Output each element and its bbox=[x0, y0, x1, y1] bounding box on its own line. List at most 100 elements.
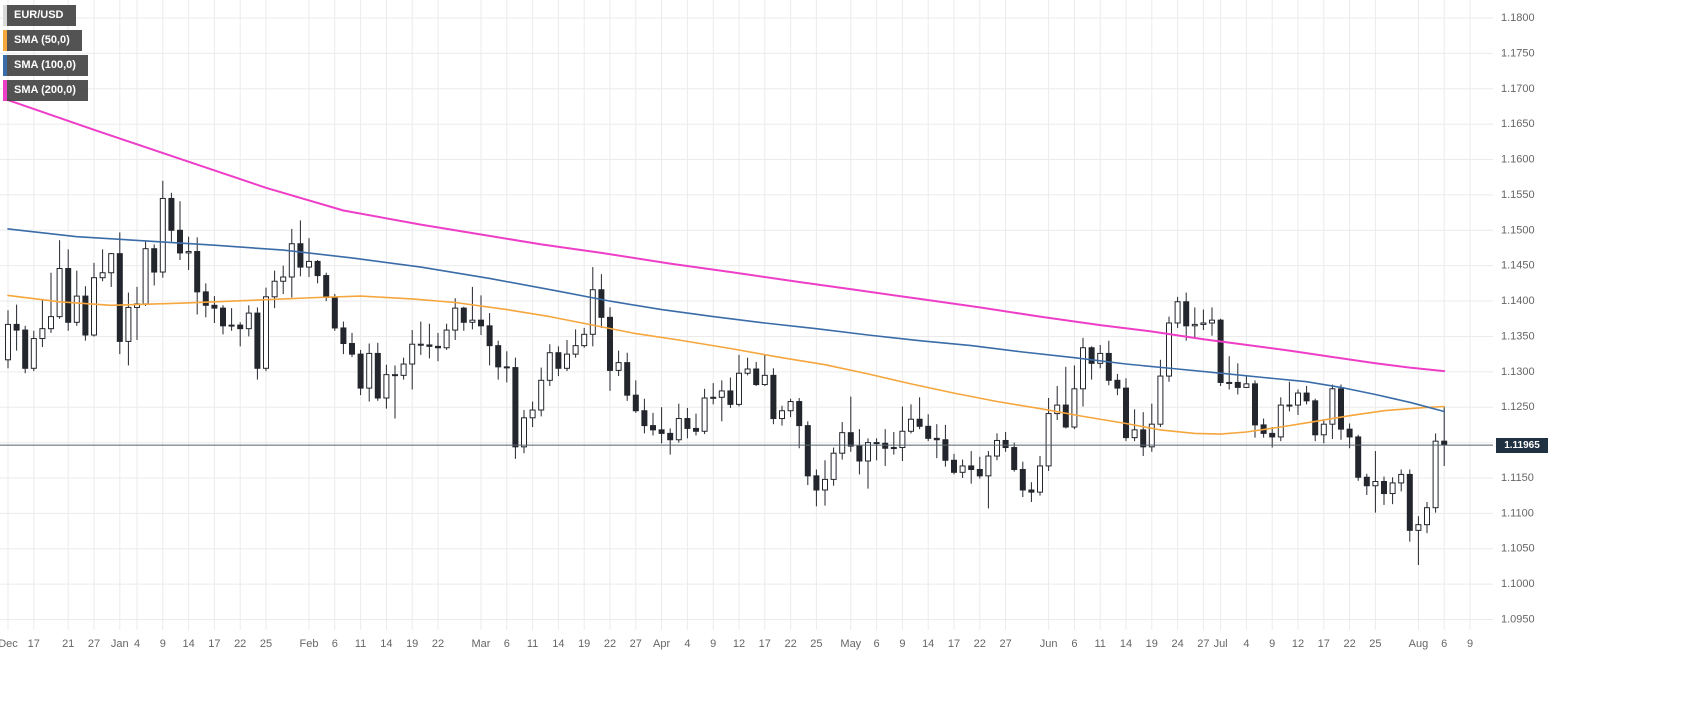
candle bbox=[1140, 429, 1147, 448]
candle bbox=[383, 374, 390, 399]
candle bbox=[22, 329, 29, 369]
candle bbox=[529, 409, 536, 419]
candle bbox=[787, 401, 794, 412]
time-axis-label: 4 bbox=[134, 638, 140, 650]
sma50-legend-label: SMA (50,0) bbox=[14, 34, 70, 46]
candle bbox=[357, 353, 364, 389]
candle bbox=[1286, 404, 1293, 407]
candle bbox=[280, 276, 287, 282]
time-axis-label: 19 bbox=[406, 638, 418, 650]
sma100-series-swatch bbox=[3, 55, 7, 76]
candle bbox=[959, 465, 966, 473]
candle bbox=[237, 324, 244, 330]
candle bbox=[116, 253, 123, 342]
candle bbox=[306, 260, 312, 268]
candle bbox=[813, 475, 820, 491]
candle bbox=[1277, 404, 1284, 438]
sma-200-line bbox=[7, 99, 1446, 373]
candle bbox=[1028, 489, 1035, 493]
candle bbox=[228, 324, 235, 327]
price-axis-label: 1.1150 bbox=[1501, 472, 1534, 484]
sma100-legend-badge[interactable]: SMA (100,0) bbox=[3, 55, 88, 76]
time-axis-label: Jun bbox=[1040, 638, 1058, 650]
time-axis-label: Feb bbox=[300, 638, 319, 650]
time-axis-label: 17 bbox=[1318, 638, 1330, 650]
time-axis-label: 9 bbox=[710, 638, 716, 650]
candle bbox=[916, 418, 923, 427]
time-axis-label: 17 bbox=[28, 638, 40, 650]
time-axis-label: 17 bbox=[208, 638, 220, 650]
candle bbox=[1320, 423, 1327, 436]
time-axis-label: 9 bbox=[1269, 638, 1275, 650]
time-axis-label: 19 bbox=[578, 638, 590, 650]
candle bbox=[503, 366, 510, 369]
candle bbox=[30, 338, 37, 369]
candle bbox=[452, 307, 459, 331]
candle bbox=[1123, 387, 1129, 439]
price-axis-label: 1.1600 bbox=[1501, 154, 1535, 166]
time-axis-label: Jan bbox=[111, 638, 129, 650]
time-axis-label: 14 bbox=[922, 638, 934, 650]
candle bbox=[73, 295, 80, 323]
candle bbox=[1200, 322, 1207, 325]
candle bbox=[1157, 375, 1164, 425]
sma-50-line bbox=[7, 294, 1445, 435]
candle bbox=[1338, 388, 1344, 430]
sma200-legend-badge[interactable]: SMA (200,0) bbox=[3, 80, 88, 101]
sma50-legend-badge[interactable]: SMA (50,0) bbox=[3, 30, 82, 51]
time-axis-label: 17 bbox=[948, 638, 960, 650]
price-axis-label: 1.1700 bbox=[1501, 83, 1535, 95]
time-axis-label: 27 bbox=[1197, 638, 1209, 650]
candle bbox=[374, 352, 381, 399]
candle bbox=[99, 272, 106, 279]
price-axis-label: 1.1050 bbox=[1501, 543, 1535, 555]
candle bbox=[211, 304, 218, 309]
candle bbox=[546, 352, 553, 381]
candle bbox=[1097, 352, 1104, 364]
candle bbox=[1234, 381, 1241, 388]
time-axis-label: 22 bbox=[432, 638, 444, 650]
candle bbox=[108, 253, 115, 274]
candle bbox=[314, 260, 321, 277]
candle bbox=[736, 372, 742, 405]
candle bbox=[908, 418, 914, 432]
sma200-series-swatch bbox=[3, 80, 7, 101]
symbol-legend-badge[interactable]: EUR/USD bbox=[3, 5, 76, 26]
candle bbox=[82, 295, 89, 336]
candle bbox=[839, 432, 846, 454]
candle bbox=[624, 362, 631, 396]
time-axis-label: 6 bbox=[504, 638, 510, 650]
candle bbox=[1080, 347, 1086, 390]
candle bbox=[245, 312, 252, 330]
time-axis-label: May bbox=[840, 638, 861, 650]
candle bbox=[1183, 301, 1190, 327]
candle bbox=[151, 248, 158, 273]
price-axis[interactable]: 1.1800 1.1750 1.1700 1.1650 1.1600 1.1550 1.15… bbox=[1501, 12, 1535, 626]
candle bbox=[331, 297, 338, 329]
candle bbox=[1415, 524, 1422, 531]
candle bbox=[263, 296, 269, 369]
candle bbox=[1252, 383, 1258, 426]
candle bbox=[1105, 352, 1112, 381]
candle bbox=[159, 197, 166, 273]
candle bbox=[39, 328, 46, 340]
time-axis-label: 12 bbox=[733, 638, 745, 650]
candle bbox=[865, 442, 871, 462]
candle bbox=[822, 478, 828, 491]
candle bbox=[409, 343, 416, 365]
time-axis[interactable]: Dec 17 21 27 Jan 4 9 14 17 22 25 Feb 6 11 14 19 22 Mar 6 11… bbox=[0, 638, 1473, 650]
candle bbox=[1389, 482, 1396, 495]
candle bbox=[1131, 429, 1138, 439]
price-axis-label: 1.1250 bbox=[1501, 401, 1535, 413]
candle bbox=[727, 390, 734, 405]
candle bbox=[1381, 481, 1387, 495]
candle bbox=[985, 455, 992, 477]
candle bbox=[1114, 379, 1121, 389]
candle bbox=[873, 442, 880, 445]
candle bbox=[1209, 319, 1215, 324]
candle bbox=[847, 432, 854, 447]
time-axis-label: 22 bbox=[234, 638, 246, 650]
candle bbox=[951, 459, 957, 473]
